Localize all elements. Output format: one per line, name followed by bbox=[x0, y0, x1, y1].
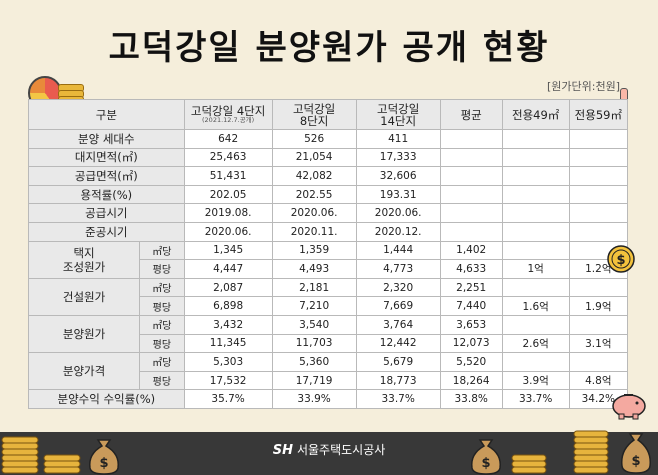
unit-note: [원가단위:천원] bbox=[546, 80, 620, 93]
table-row: 평당 4,447 4,493 4,773 4,633 1억 1.2억 bbox=[29, 259, 629, 279]
money-bag-icon: $ bbox=[471, 439, 501, 475]
sh-logo-mark: SH bbox=[272, 443, 293, 458]
org-name: 서울주택도시공사 bbox=[296, 443, 386, 457]
table-row: 공급면적(㎡) 51,431 42,082 32,606 bbox=[28, 166, 629, 186]
table-row: 준공시기 2020.06. 2020.11. 2020.12. bbox=[28, 221, 629, 242]
coin-stack-icon bbox=[1, 436, 81, 474]
table-row: 분양 세대수 642 526 411 bbox=[28, 129, 629, 149]
svg-text:$: $ bbox=[481, 456, 490, 471]
footer-logo: SH 서울주택도시공사 bbox=[0, 441, 658, 458]
table-row: 공급시기 2019.08. 2020.06. 2020.06. bbox=[28, 203, 629, 223]
header-avg: 평균 bbox=[439, 99, 503, 130]
header-col-a: 고덕강일 4단지 (2021.12.7.공개) bbox=[183, 99, 273, 130]
header-size49: 전용49㎡ bbox=[501, 99, 570, 130]
coin-stack-icon bbox=[511, 430, 609, 474]
table-header-row: 구분 고덕강일 4단지 (2021.12.7.공개) 고덕강일 8단지 고덕강일… bbox=[28, 99, 629, 130]
page-title: 고덕강일 분양원가 공개 현황 bbox=[108, 28, 550, 68]
header-gubun: 구분 bbox=[28, 99, 185, 130]
table-row: 분양가격 ㎡당 5,303 5,360 5,679 5,520 bbox=[27, 352, 629, 391]
table-row: 평당 11,345 11,703 12,442 12,073 2.6억 3.1억 bbox=[29, 333, 629, 354]
cost-table: 구분 고덕강일 4단지 (2021.12.7.공개) 고덕강일 8단지 고덕강일… bbox=[27, 99, 629, 409]
svg-text:$: $ bbox=[99, 456, 108, 471]
money-bag-icon: $ bbox=[621, 433, 651, 474]
table-row: 평당 17,532 17,719 18,773 18,264 3.9억 4.8억 bbox=[29, 370, 629, 391]
header-col-c: 고덕강일 14단지 bbox=[355, 99, 441, 130]
dollar-coin-icon: $ bbox=[607, 245, 635, 273]
money-bag-icon: $ bbox=[89, 439, 119, 475]
table-row: 택지 조성원가 ㎡당 1,345 1,359 1,444 1,402 bbox=[27, 240, 629, 279]
piggy-bank-icon bbox=[612, 394, 646, 420]
table-row: 대지면적(㎡) 25,463 21,054 17,333 bbox=[28, 147, 629, 168]
header-size59: 전용59㎡ bbox=[568, 99, 629, 130]
group-land-label: 택지 조성원가 bbox=[27, 240, 141, 279]
table-row: 평당 6,898 7,210 7,669 7,440 1.6억 1.9억 bbox=[29, 296, 629, 316]
table-row: 분양원가 ㎡당 3,432 3,540 3,764 3,653 bbox=[27, 314, 629, 354]
svg-text:$: $ bbox=[631, 454, 640, 469]
table-row: 건설원가 ㎡당 2,087 2,181 2,320 2,251 bbox=[27, 277, 629, 316]
svg-text:$: $ bbox=[616, 253, 625, 268]
header-col-b: 고덕강일 8단지 bbox=[271, 99, 357, 130]
table-row: 용적률(%) 202.05 202.55 193.31 bbox=[28, 184, 629, 205]
table-row: 분양수익 수익률(%) 35.7% 33.9% 33.7% 33.8% 33.7… bbox=[28, 389, 629, 409]
